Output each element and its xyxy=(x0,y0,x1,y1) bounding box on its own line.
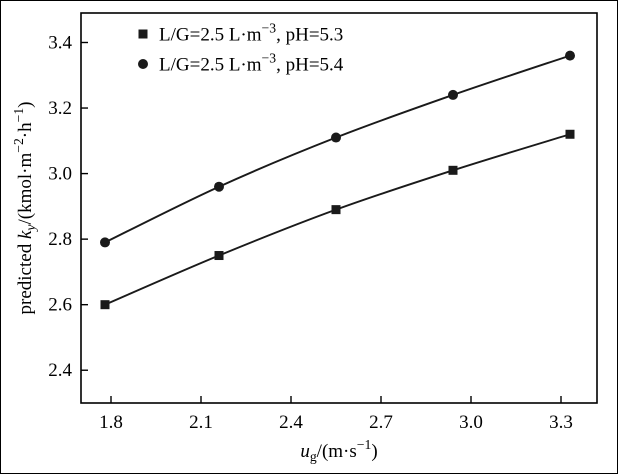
x-axis-label: ug/(m·s−1) xyxy=(300,437,377,464)
y-tick-label: 2.8 xyxy=(48,229,72,250)
data-point-marker xyxy=(331,205,341,215)
data-point-marker xyxy=(448,89,458,100)
data-point-marker xyxy=(214,181,224,192)
series-0 xyxy=(100,129,575,310)
y-axis-label: predicted ky/(kmol·m−2·h−1) xyxy=(11,102,38,315)
y-axis-label-group: predicted ky/(kmol·m−2·h−1) xyxy=(11,102,38,315)
series-1 xyxy=(100,50,575,248)
data-point-marker xyxy=(331,132,341,143)
data-point-marker xyxy=(448,165,458,175)
x-tick-label: 2.1 xyxy=(189,412,213,433)
y-tick-label: 2.6 xyxy=(48,295,72,316)
x-tick-label: 2.7 xyxy=(369,412,393,433)
y-tick-label: 2.4 xyxy=(48,360,72,381)
x-tick-label: 3.3 xyxy=(549,412,573,433)
legend-marker xyxy=(138,59,148,69)
legend: L/G=2.5 L·m−3, pH=5.3 L/G=2.5 L·m−3, pH=5… xyxy=(138,21,344,76)
y-tick-label: 3.4 xyxy=(48,32,72,53)
x-tick-label: 3.0 xyxy=(459,412,483,433)
data-point-marker xyxy=(214,251,224,261)
legend-label: L/G=2.5 L·m−3, pH=5.4 xyxy=(159,51,344,76)
y-axis: 2.4 2.6 2.8 3.0 3.2 3.4 xyxy=(48,32,88,381)
x-axis: 1.8 2.1 2.4 2.7 3.0 3.3 xyxy=(99,396,573,433)
series-line xyxy=(104,133,571,306)
y-tick-label: 3.0 xyxy=(48,164,72,185)
x-tick-label: 1.8 xyxy=(99,412,123,433)
data-point-marker xyxy=(100,237,110,248)
data-point-marker xyxy=(565,129,575,139)
legend-label: L/G=2.5 L·m−3, pH=5.3 xyxy=(159,21,343,46)
legend-marker xyxy=(138,29,148,39)
y-tick-label: 3.2 xyxy=(48,98,72,119)
data-point-marker xyxy=(565,50,575,61)
plot-border xyxy=(80,12,598,404)
series-line xyxy=(104,54,571,244)
data-point-marker xyxy=(100,300,110,310)
x-tick-label: 2.4 xyxy=(279,412,303,433)
